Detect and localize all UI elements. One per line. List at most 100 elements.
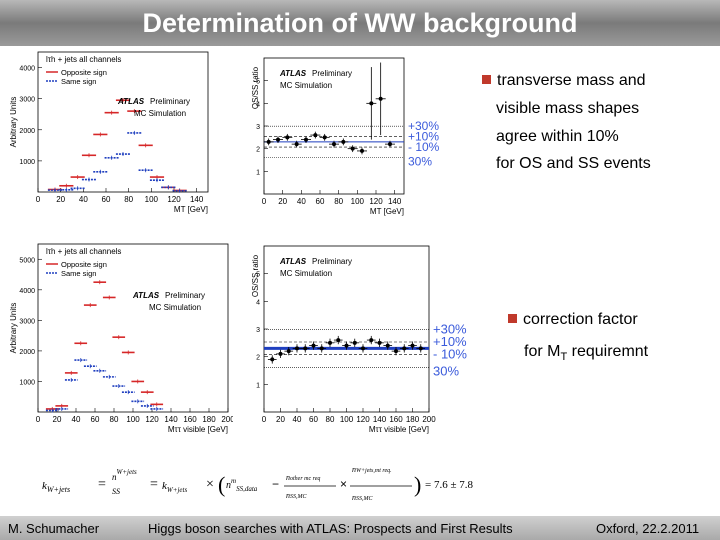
channel-label: lτh + jets all channels [46, 247, 121, 256]
svg-text:nSS,MC: nSS,MC [352, 493, 373, 502]
y-tick-label: 3 [256, 327, 260, 334]
svg-text:×: × [206, 477, 214, 492]
y-tick-label: 5 [256, 272, 260, 279]
band-label: +30% [408, 119, 439, 133]
band-label: +10% [408, 130, 439, 144]
bullet-marker [508, 314, 517, 323]
y-tick-label: 2 [256, 147, 260, 154]
legend-same: Same sign [61, 269, 96, 278]
x-tick-label: 140 [373, 415, 387, 424]
x-tick-label: 0 [262, 197, 267, 206]
x-tick-label: 0 [262, 415, 267, 424]
preliminary-label: Preliminary [165, 291, 205, 300]
band-label: +10% [433, 334, 467, 349]
bullet-2-line-2: for MT requiremnt [524, 343, 649, 364]
svg-text:=: = [150, 477, 158, 492]
bullet-1-line-2: visible mass shapes [496, 100, 640, 117]
band-label: - 10% [433, 347, 467, 362]
data-point [388, 142, 392, 147]
preliminary-label: Preliminary [312, 69, 352, 78]
data-point [344, 343, 349, 348]
plot-frame [37, 51, 209, 193]
footer-talk-title: Higgs boson searches with ATLAS: Prospec… [148, 521, 513, 536]
data-point [385, 343, 390, 348]
data-point [361, 346, 365, 351]
band-label: 30% [433, 363, 459, 378]
data-point [332, 142, 336, 147]
mt-ratio-plot: 0 20 40 60 80 100 120 140 1 2 3 4 5 +30%+10%- 10%30% A… [250, 52, 460, 217]
x-tick-label: 160 [389, 415, 403, 424]
mc-simulation-label: MC Simulation [149, 303, 201, 312]
mc-simulation-label: MC Simulation [280, 269, 332, 278]
bullet-1-line-3: agree within 10% [496, 128, 619, 145]
data-point [378, 96, 383, 101]
x-tick-label: 120 [356, 415, 370, 424]
x-tick-label: 60 [102, 195, 111, 204]
formula-result: = 7.6 ± 7.8 [425, 479, 473, 491]
y-tick-label: 4 [256, 299, 260, 306]
preliminary-label: Preliminary [150, 97, 190, 106]
data-point [352, 340, 357, 345]
x-tick-label: 40 [293, 415, 302, 424]
x-tick-label: 120 [369, 197, 383, 206]
x-tick-label: 80 [124, 195, 133, 204]
data-point [360, 148, 364, 153]
title-bar: Determination of WW background [0, 0, 720, 46]
svg-text:nW+jets: nW+jets [112, 468, 137, 482]
data-point [270, 357, 275, 362]
x-tick-label: 100 [340, 415, 354, 424]
x-tick-label: 20 [53, 415, 62, 424]
data-point [336, 338, 341, 343]
data-point [294, 142, 299, 147]
svg-text:=: = [98, 477, 106, 492]
data-point [285, 135, 290, 140]
data-point [410, 343, 415, 348]
svg-text:(: ( [218, 472, 225, 497]
x-axis-label: MT [GeV] [370, 207, 404, 216]
legend-opposite: Opposite sign [61, 68, 107, 77]
data-point [286, 349, 291, 354]
x-tick-label: 180 [202, 415, 216, 424]
mvis-distribution-plot: 0 20 40 60 80 100 120 140 160 180 200 1000 2000 3000 4… [8, 240, 233, 435]
x-tick-label: 100 [351, 197, 365, 206]
y-tick-label: 4000 [19, 288, 35, 295]
data-point [276, 137, 280, 142]
y-axis-label: Arbitrary Units [9, 303, 18, 354]
x-tick-label: 100 [145, 195, 159, 204]
footer-author: M. Schumacher [8, 521, 100, 536]
svg-text:kW+jets: kW+jets [162, 480, 187, 494]
x-tick-label: 60 [309, 415, 318, 424]
data-point [394, 349, 398, 354]
data-point [350, 146, 355, 151]
x-axis-label: Mττ visible [GeV] [369, 425, 429, 434]
x-tick-label: 140 [388, 197, 402, 206]
y-tick-label: 3000 [19, 318, 35, 325]
x-tick-label: 60 [91, 415, 100, 424]
correction-formula: kW+jets = nW+jets SS = kW+jets × ( nmSS,… [42, 465, 473, 502]
data-point [369, 101, 374, 106]
svg-text:): ) [414, 472, 421, 497]
x-tick-label: 140 [164, 415, 178, 424]
y-tick-label: 2000 [19, 128, 35, 135]
x-tick-label: 200 [422, 415, 436, 424]
y-tick-label: 1000 [19, 159, 35, 166]
bullet-1-line-4: for OS and SS events [496, 155, 651, 172]
y-tick-label: 4000 [19, 66, 35, 73]
channel-label: lτh + jets all channels [46, 55, 121, 64]
data-point [402, 346, 407, 351]
y-tick-label: 4 [256, 101, 260, 108]
legend-same: Same sign [61, 77, 96, 86]
mvis-ratio-plot: 0 20 40 60 80 100 120 140 160 180 200 1 2 3 4 5 +30%+10%… [250, 240, 475, 435]
mc-simulation-label: MC Simulation [280, 81, 332, 90]
y-tick-label: 3000 [19, 97, 35, 104]
y-axis-label: OS/SS ratio [251, 254, 260, 297]
svg-text:nW+jets,mt req.: nW+jets,mt req. [352, 465, 392, 474]
x-tick-label: 20 [276, 415, 285, 424]
bullet-marker [482, 75, 491, 84]
footer: M. Schumacher Higgs boson searches with … [0, 516, 720, 540]
band-label: +30% [433, 321, 467, 336]
y-tick-label: 5 [256, 79, 260, 86]
svg-text:×: × [340, 477, 347, 491]
bullet-1-line-1: transverse mass and [482, 72, 646, 90]
y-tick-label: 5000 [19, 257, 35, 264]
